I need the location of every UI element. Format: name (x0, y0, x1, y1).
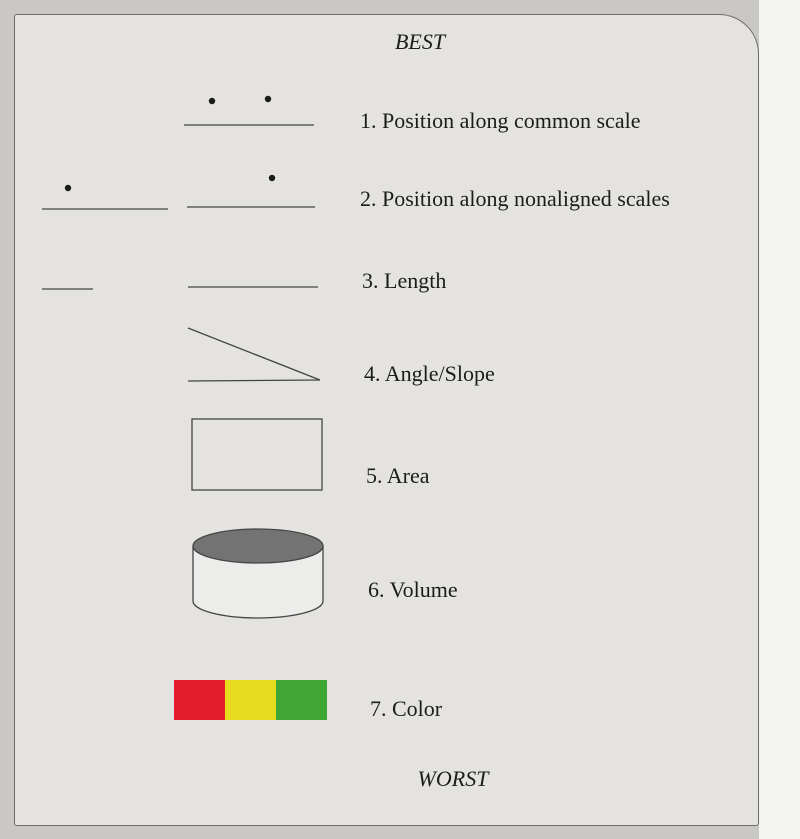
cylinder-top (192, 528, 324, 564)
length-icon (42, 286, 318, 290)
color-swatch-icon (174, 680, 327, 720)
ranking-label-5: 5. Area (366, 463, 430, 488)
printed-page (14, 14, 759, 826)
ranking-label-1: 1. Position along common scale (360, 108, 640, 133)
ranking-label-6: 6. Volume (368, 577, 458, 602)
best-label: BEST (395, 29, 447, 54)
yellow-swatch (225, 680, 276, 720)
angle-slope-icon (187, 327, 321, 382)
position-common-scale-icon (184, 95, 314, 126)
ranking-label-2: 2. Position along nonaligned scales (360, 186, 670, 211)
area-icon (191, 418, 323, 491)
worst-label: WORST (418, 766, 491, 791)
ranking-label-4: 4. Angle/Slope (364, 361, 495, 386)
position-nonaligned-scales-icon (42, 174, 315, 210)
ranking-label-3: 3. Length (362, 268, 446, 293)
red-swatch (174, 680, 225, 720)
volume-icon (192, 528, 324, 619)
green-swatch (276, 680, 327, 720)
page-edge-background (759, 0, 800, 839)
ranking-label-7: 7. Color (370, 696, 443, 721)
